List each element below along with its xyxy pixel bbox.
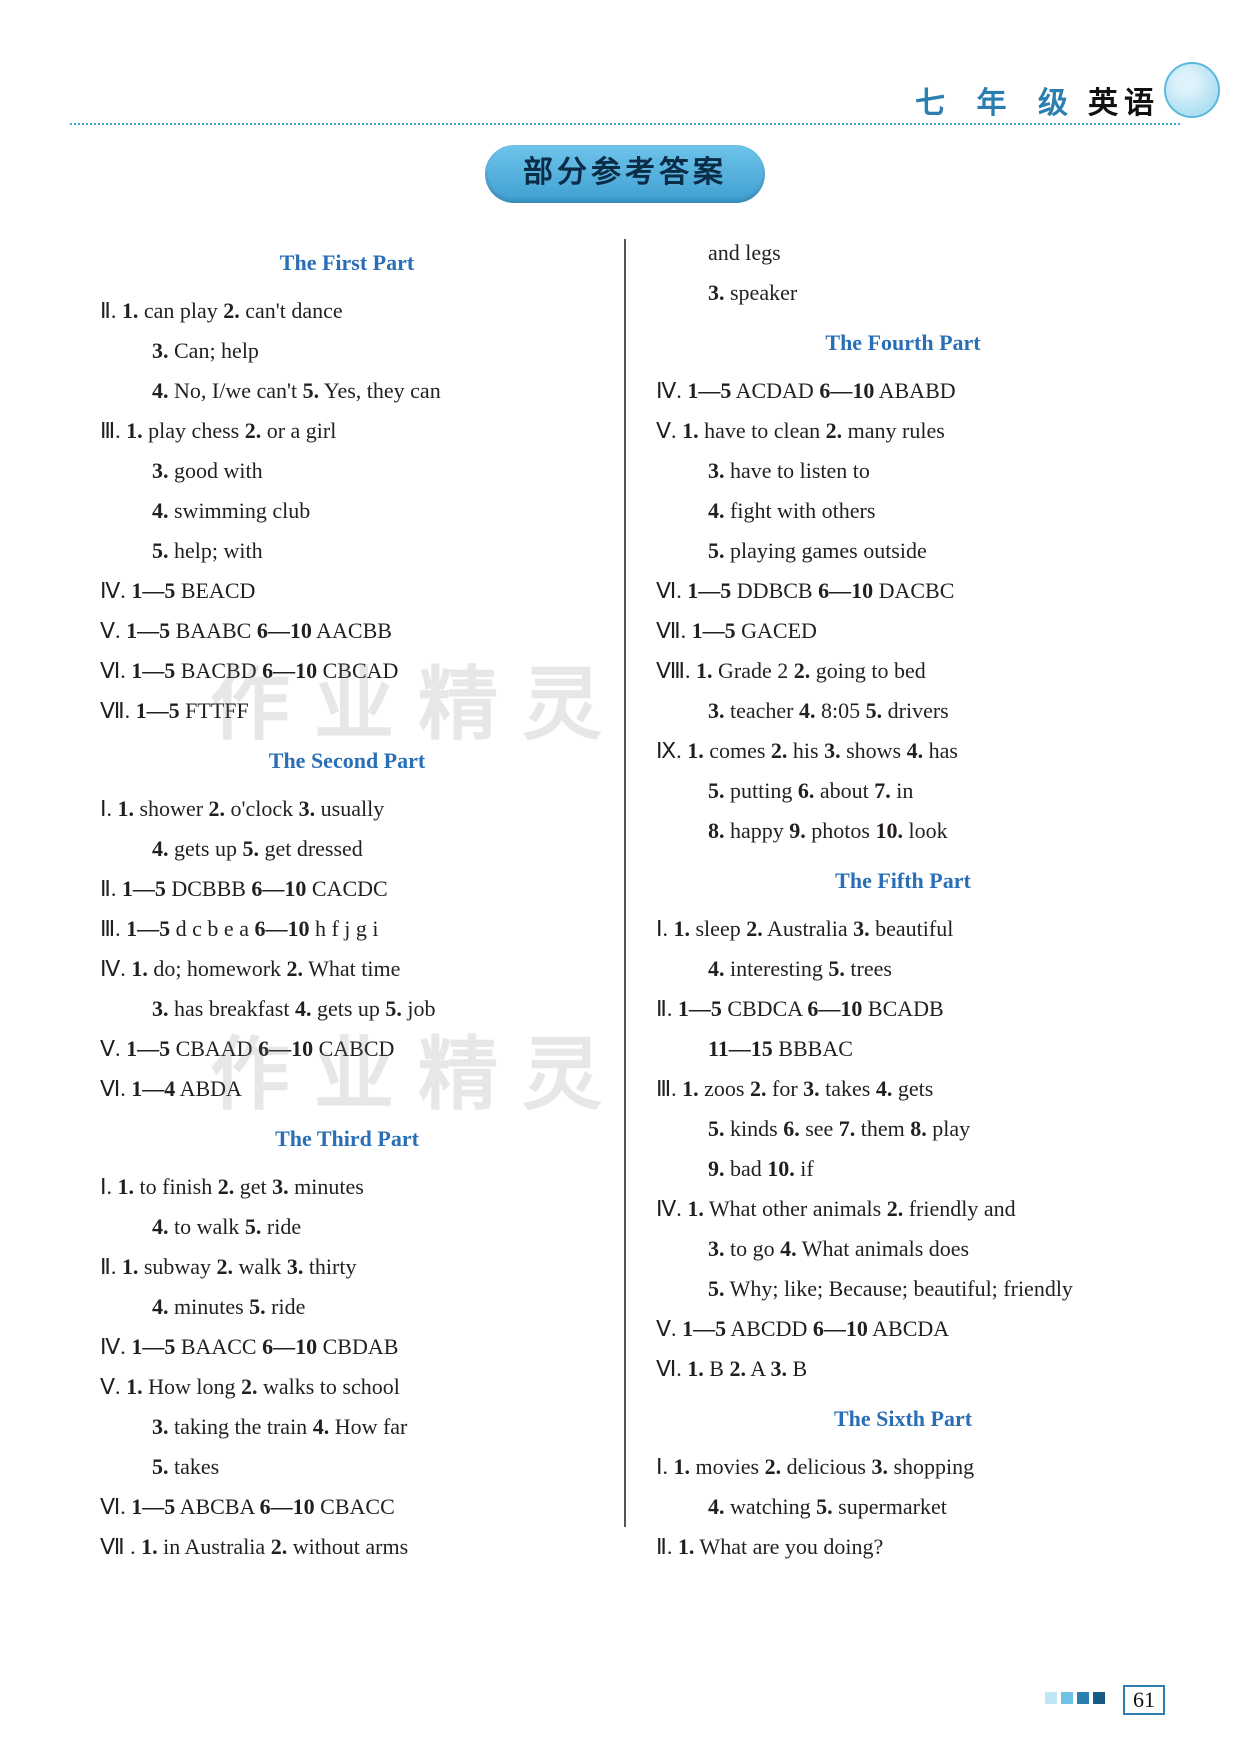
part-title: The Third Part [100,1119,594,1159]
answer-line: Ⅳ. 1—5 BAACC 6—10 CBDAB [100,1327,594,1367]
content-columns: The First Part Ⅱ. 1. can play 2. can't da… [70,233,1180,1567]
answer-line: Ⅴ. 1—5 BAABC 6—10 AACBB [100,611,594,651]
answer-line: Ⅰ. 1. shower 2. o'clock 3. usually [100,789,594,829]
answer-line: Ⅷ. 1. Grade 2 2. going to bed [656,651,1150,691]
answer-line: Ⅶ . 1. in Australia 2. without arms [100,1527,594,1567]
answer-line: Ⅱ. 1. subway 2. walk 3. thirty [100,1247,594,1287]
answer-line: Ⅰ. 1. movies 2. delicious 3. shopping [656,1447,1150,1487]
answer-line: 5. takes [100,1447,594,1487]
answer-line: 4. swimming club [100,491,594,531]
answer-line: 3. teacher 4. 8:05 5. drivers [656,691,1150,731]
answer-line: Ⅸ. 1. comes 2. his 3. shows 4. has [656,731,1150,771]
answer-line: Ⅲ. 1—5 d c b e a 6—10 h f j g i [100,909,594,949]
answer-line: Ⅴ. 1. have to clean 2. many rules [656,411,1150,451]
left-column: The First Part Ⅱ. 1. can play 2. can't da… [70,233,624,1567]
answer-line: Ⅳ. 1—5 BEACD [100,571,594,611]
answer-line: 4. gets up 5. get dressed [100,829,594,869]
footer-square-icon [1077,1692,1089,1704]
answer-line: 4. fight with others [656,491,1150,531]
footer-square-icon [1045,1692,1057,1704]
page-title-banner: 部分参考答案 [485,145,765,203]
part-title: The First Part [100,243,594,283]
right-column: and legs3. speaker The Fourth Part Ⅳ. 1—5 … [626,233,1180,1567]
answer-line: Ⅶ. 1—5 FTTFF [100,691,594,731]
answer-line: Ⅵ. 1. B 2. A 3. B [656,1349,1150,1389]
answer-line: Ⅳ. 1. What other animals 2. friendly and [656,1189,1150,1229]
answer-line: 8. happy 9. photos 10. look [656,811,1150,851]
answer-line: 3. has breakfast 4. gets up 5. job [100,989,594,1029]
part-title: The Sixth Part [656,1399,1150,1439]
grade-label: 七 年 级 [915,78,1080,122]
answer-line: 11—15 BBBAC [656,1029,1150,1069]
part-title: The Fourth Part [656,323,1150,363]
answer-line: 5. Why; like; Because; beautiful; friend… [656,1269,1150,1309]
answer-line: 5. help; with [100,531,594,571]
answer-line: 4. No, I/we can't 5. Yes, they can [100,371,594,411]
answer-line: Ⅱ. 1. What are you doing? [656,1527,1150,1567]
answer-line: Ⅱ. 1—5 DCBBB 6—10 CACDC [100,869,594,909]
answer-line: Ⅵ. 1—5 DDBCB 6—10 DACBC [656,571,1150,611]
page-number: 61 [1123,1685,1165,1715]
answer-line: 3. speaker [656,273,1150,313]
answer-line: 5. putting 6. about 7. in [656,771,1150,811]
answer-line: Ⅴ. 1. How long 2. walks to school [100,1367,594,1407]
answer-line: 3. Can; help [100,331,594,371]
footer-square-icon [1093,1692,1105,1704]
answer-line: 5. playing games outside [656,531,1150,571]
answer-line: Ⅰ. 1. to finish 2. get 3. minutes [100,1167,594,1207]
part-title: The Fifth Part [656,861,1150,901]
answer-line: 3. to go 4. What animals does [656,1229,1150,1269]
answer-line: 3. have to listen to [656,451,1150,491]
page-footer: 61 [1045,1685,1165,1715]
answer-line: Ⅲ. 1. zoos 2. for 3. takes 4. gets [656,1069,1150,1109]
answer-line: 3. taking the train 4. How far [100,1407,594,1447]
answer-line: Ⅵ. 1—5 BACBD 6—10 CBCAD [100,651,594,691]
answer-line: 4. minutes 5. ride [100,1287,594,1327]
subject-label: 英语 [1088,78,1160,122]
answer-line: 4. to walk 5. ride [100,1207,594,1247]
answer-line: 3. good with [100,451,594,491]
answer-line: and legs [656,233,1150,273]
mascot-icon [1164,62,1220,118]
answer-line: 4. watching 5. supermarket [656,1487,1150,1527]
answer-line: Ⅱ. 1. can play 2. can't dance [100,291,594,331]
answer-line: Ⅰ. 1. sleep 2. Australia 3. beautiful [656,909,1150,949]
page: 七 年 级 英语 部分参考答案 The First Part Ⅱ. 1. can … [0,0,1250,1761]
answer-line: Ⅳ. 1. do; homework 2. What time [100,949,594,989]
answer-line: Ⅵ. 1—5 ABCBA 6—10 CBACC [100,1487,594,1527]
answer-line: Ⅴ. 1—5 ABCDD 6—10 ABCDA [656,1309,1150,1349]
footer-square-icon [1061,1692,1073,1704]
part-title: The Second Part [100,741,594,781]
answer-line: Ⅴ. 1—5 CBAAD 6—10 CABCD [100,1029,594,1069]
answer-line: 5. kinds 6. see 7. them 8. play [656,1109,1150,1149]
footer-squares [1045,1691,1109,1709]
answer-line: Ⅱ. 1—5 CBDCA 6—10 BCADB [656,989,1150,1029]
answer-line: Ⅲ. 1. play chess 2. or a girl [100,411,594,451]
answer-line: Ⅶ. 1—5 GACED [656,611,1150,651]
answer-line: 9. bad 10. if [656,1149,1150,1189]
answer-line: Ⅳ. 1—5 ACDAD 6—10 ABABD [656,371,1150,411]
header-rule: 七 年 级 英语 [70,70,1180,125]
answer-line: 4. interesting 5. trees [656,949,1150,989]
answer-line: Ⅵ. 1—4 ABDA [100,1069,594,1109]
